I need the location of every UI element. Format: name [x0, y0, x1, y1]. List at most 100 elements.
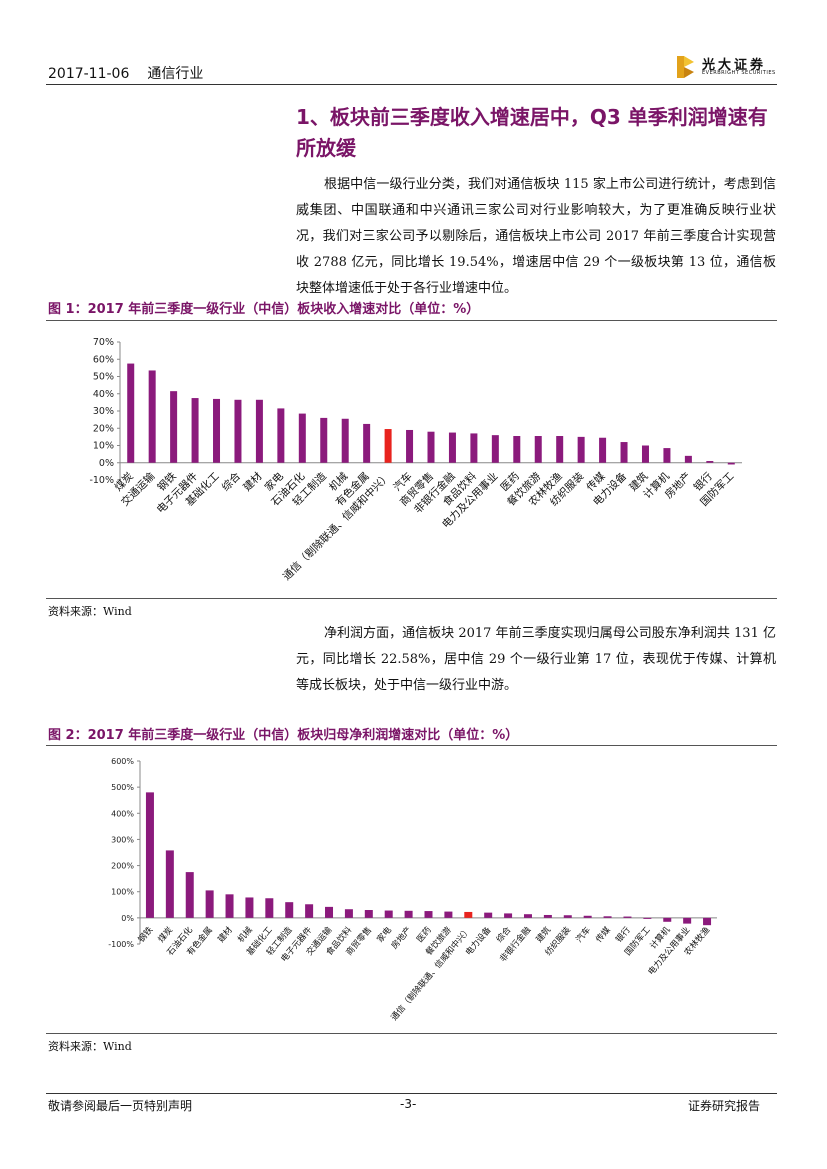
bar	[623, 916, 632, 918]
y-tick-label: 0%	[121, 914, 134, 923]
bar	[727, 462, 735, 465]
bar	[213, 398, 221, 463]
bar	[484, 912, 493, 918]
bar	[464, 911, 473, 918]
x-tick-label: 汽车	[574, 925, 593, 945]
bar	[583, 915, 592, 918]
bar	[234, 399, 242, 463]
bar	[504, 913, 513, 918]
bar	[148, 370, 156, 463]
logo-text-en: EVERBRIGHT SECURITIES	[702, 70, 776, 76]
x-tick-label: 建材	[240, 469, 264, 493]
y-tick-label: 0%	[99, 458, 114, 469]
bar	[305, 904, 314, 918]
report-date-industry: 2017-11-06 通信行业	[48, 63, 203, 83]
bar	[643, 917, 652, 919]
bar	[298, 413, 306, 463]
y-tick-label: 60%	[93, 354, 114, 365]
bar	[364, 910, 373, 918]
y-tick-label: 500%	[111, 783, 134, 792]
bar	[191, 398, 199, 463]
bar	[325, 906, 334, 918]
bar	[363, 423, 371, 463]
y-tick-label: 70%	[93, 337, 114, 348]
bar	[523, 914, 532, 918]
y-tick-label: 50%	[93, 372, 114, 383]
x-tick-label: 医药	[414, 925, 433, 945]
industry-label: 通信行业	[147, 66, 204, 82]
page-number: -3-	[400, 1097, 417, 1111]
figure-1-bottom-rule	[46, 598, 777, 599]
bar	[427, 431, 435, 463]
bar	[406, 429, 414, 463]
logo-text-cn: 光大证券	[702, 58, 767, 73]
revenue-growth-chart: -10%0%10%20%30%40%50%60%70%煤炭交通运输钢铁电子元器件…	[89, 337, 742, 583]
figure-2-title: 图 2：2017 年前三季度一级行业（中信）板块归母净利润增速对比（单位：%）	[48, 728, 519, 743]
bar	[448, 432, 456, 463]
bar	[663, 448, 671, 463]
bar	[127, 363, 135, 463]
bar	[563, 915, 572, 918]
bar	[444, 911, 453, 918]
y-tick-label: 600%	[111, 757, 134, 766]
bar	[384, 429, 392, 463]
bar	[620, 442, 628, 463]
footer-rule	[46, 1093, 777, 1094]
figure-1-source: 资料来源：Wind	[48, 605, 132, 618]
section-title: 1、板块前三季度收入增速居中，Q3 单季利润增速有所放缓	[296, 105, 768, 160]
bar	[706, 461, 714, 463]
bar	[341, 418, 349, 463]
bar	[185, 872, 194, 918]
paragraph-profit: 净利润方面，通信板块 2017 年前三季度实现归属母公司股东净利润共 131 亿…	[296, 626, 776, 693]
logo-mark-icon	[677, 56, 694, 78]
figure-2-bottom-rule	[46, 1033, 777, 1034]
y-tick-label: 100%	[111, 888, 134, 897]
bar	[703, 917, 712, 926]
y-tick-label: 20%	[93, 423, 114, 434]
bar	[577, 436, 585, 463]
bar	[320, 417, 328, 463]
bar	[165, 850, 174, 918]
bar	[205, 890, 214, 918]
footer-report-type: 证券研究报告	[688, 1099, 761, 1113]
bar	[344, 909, 353, 918]
y-tick-label: 200%	[111, 862, 134, 871]
y-tick-label: 40%	[93, 389, 114, 400]
footer-disclaimer: 敬请参阅最后一页特别声明	[48, 1099, 193, 1113]
bar	[513, 436, 521, 463]
header-rule	[46, 84, 777, 85]
x-tick-label: 钢铁	[136, 924, 156, 944]
bar	[641, 445, 649, 463]
bar	[424, 911, 433, 918]
report-date: 2017-11-06	[48, 66, 130, 82]
bar	[145, 792, 154, 918]
bar	[277, 408, 285, 463]
bar	[491, 435, 499, 463]
bar	[663, 917, 672, 922]
bar	[285, 902, 294, 918]
bar	[556, 436, 564, 463]
y-tick-label: 300%	[111, 835, 134, 844]
y-tick-label: 10%	[93, 441, 114, 452]
paragraph-revenue: 根据中信一级行业分类，我们对通信板块 115 家上市公司进行统计，考虑到信威集团…	[296, 177, 776, 296]
bar	[470, 433, 478, 463]
bar	[170, 391, 178, 463]
bar	[599, 437, 607, 463]
bar	[543, 914, 552, 918]
bar	[684, 455, 692, 463]
x-tick-label: 传媒	[594, 924, 614, 944]
x-tick-label: 综合	[219, 469, 243, 493]
bar	[265, 898, 274, 918]
figure-1-top-rule	[46, 320, 777, 321]
bar	[384, 910, 393, 918]
bar	[683, 917, 692, 924]
figure-2-source: 资料来源：Wind	[48, 1040, 132, 1053]
bar	[255, 399, 263, 463]
bar	[404, 910, 413, 918]
x-tick-label: 房地产	[389, 925, 414, 952]
bar	[534, 436, 542, 463]
bar	[225, 894, 234, 918]
profit-growth-chart: -100%0%100%200%300%400%500%600%钢铁 煤炭石油石化有…	[108, 757, 717, 1023]
y-tick-label: 400%	[111, 809, 134, 818]
figure-2-top-rule	[46, 745, 777, 746]
